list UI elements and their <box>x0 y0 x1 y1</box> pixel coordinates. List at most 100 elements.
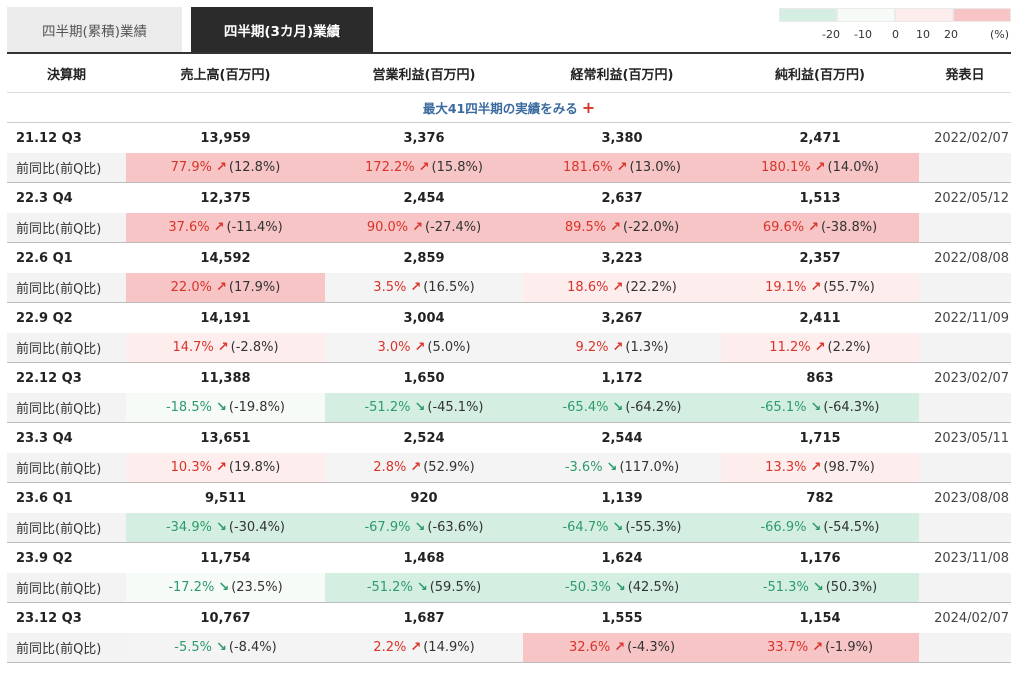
arrow-up-right-icon: ↗ <box>814 340 826 355</box>
legend-swatch <box>953 8 1011 22</box>
yoy-percent: 3.5% <box>373 280 407 295</box>
period-tabs: 四半期(累積)業績 四半期(3カ月)業績 <box>7 7 373 53</box>
arrow-up-right-icon: ↗ <box>616 160 628 175</box>
yoy-percent: -51.2% <box>364 400 411 415</box>
arrow-up-right-icon: ↗ <box>215 280 227 295</box>
change-row: 前同比(前Q比) 37.6% ↗ (-11.4%) 90.0% ↗ (-27.4%) 89.5… <box>7 213 1011 243</box>
table-row: 22.3 Q4 12,375 2,454 2,637 1,513 2022/05/12 <box>7 183 1011 213</box>
table-body: 21.12 Q3 13,959 3,376 3,380 2,471 2022/02/07 前… <box>7 123 1011 663</box>
change-cell: 89.5% ↗ (-22.0%) <box>523 213 721 242</box>
change-cell: -51.2% ↘ (-45.1%) <box>325 393 523 422</box>
arrow-down-right-icon: ↘ <box>606 460 618 475</box>
yoy-percent: 180.1% <box>761 160 811 175</box>
value-cell: 2,411 <box>799 310 841 326</box>
value-cell: 2,859 <box>403 250 445 266</box>
qoq-percent: (-30.4%) <box>228 520 286 535</box>
period-cell: 21.12 Q3 <box>16 130 82 146</box>
value-cell: 1,172 <box>601 370 643 386</box>
empty-cell <box>919 633 1011 662</box>
qoq-percent: (-19.8%) <box>228 400 286 415</box>
change-cell: 3.0% ↗ (5.0%) <box>325 333 523 362</box>
table-row: 23.9 Q2 11,754 1,468 1,624 1,176 2023/11/08 <box>7 543 1011 573</box>
header-period: 決算期 <box>46 67 86 83</box>
show-more-label: 最大41四半期の実績をみる <box>422 101 578 116</box>
value-cell: 2,357 <box>799 250 841 266</box>
yoy-percent: 69.6% <box>762 220 805 235</box>
change-row: 前同比(前Q比) -34.9% ↘ (-30.4%) -67.9% ↘ (-63.6%) -6… <box>7 513 1011 543</box>
legend-swatch <box>779 8 837 22</box>
change-label: 前同比(前Q比) <box>7 513 126 542</box>
value-cell: 13,651 <box>200 430 251 446</box>
change-cell: -5.5% ↘ (-8.4%) <box>126 633 325 662</box>
value-cell: 3,004 <box>403 310 445 326</box>
legend-tick: -20 <box>822 28 840 41</box>
arrow-up-right-icon: ↗ <box>614 640 626 655</box>
value-cell: 1,513 <box>799 190 841 206</box>
empty-cell <box>919 213 1011 242</box>
empty-cell <box>919 273 1011 302</box>
value-cell: 1,139 <box>601 490 643 506</box>
arrow-up-right-icon: ↗ <box>810 280 822 295</box>
value-cell: 2,524 <box>403 430 445 446</box>
period-cell: 22.12 Q3 <box>16 370 82 386</box>
yoy-percent: 9.2% <box>575 340 609 355</box>
qoq-percent: (1.3%) <box>625 340 669 355</box>
arrow-down-right-icon: ↘ <box>416 580 428 595</box>
change-row: 前同比(前Q比) 14.7% ↗ (-2.8%) 3.0% ↗ (5.0%) 9.2% ↗ (1.… <box>7 333 1011 363</box>
value-cell: 1,154 <box>799 610 841 626</box>
change-label: 前同比(前Q比) <box>7 273 126 302</box>
qoq-percent: (-4.3%) <box>627 640 676 655</box>
change-label: 前同比(前Q比) <box>7 213 126 242</box>
empty-cell <box>919 153 1011 182</box>
qoq-percent: (15.8%) <box>431 160 483 175</box>
value-cell: 9,511 <box>204 490 247 506</box>
change-cell: 69.6% ↗ (-38.8%) <box>721 213 919 242</box>
date-cell: 2022/08/08 <box>934 250 1009 266</box>
legend-tick: -10 <box>854 28 872 41</box>
arrow-up-right-icon: ↗ <box>612 340 624 355</box>
change-cell: -64.7% ↘ (-55.3%) <box>523 513 721 542</box>
arrow-up-right-icon: ↗ <box>814 160 826 175</box>
arrow-down-right-icon: ↘ <box>612 400 624 415</box>
qoq-percent: (52.9%) <box>423 460 475 475</box>
change-cell: 9.2% ↗ (1.3%) <box>523 333 721 362</box>
show-more-quarters-link[interactable]: 最大41四半期の実績をみる + <box>7 93 1011 123</box>
arrow-up-right-icon: ↗ <box>215 160 227 175</box>
yoy-percent: -64.7% <box>562 520 609 535</box>
legend-color-bar <box>779 8 1011 22</box>
change-cell: 2.2% ↗ (14.9%) <box>325 633 523 662</box>
period-cell: 23.12 Q3 <box>16 610 82 626</box>
value-cell: 3,223 <box>601 250 643 266</box>
qoq-percent: (-63.6%) <box>427 520 484 535</box>
qoq-percent: (-27.4%) <box>425 220 482 235</box>
qoq-percent: (23.5%) <box>231 580 283 595</box>
yoy-percent: -34.9% <box>165 520 212 535</box>
period-cell: 23.6 Q1 <box>16 490 73 506</box>
tab-cumulative-quarterly[interactable]: 四半期(累積)業績 <box>7 7 182 52</box>
yoy-percent: 14.7% <box>172 340 214 355</box>
yoy-percent: -66.9% <box>760 520 807 535</box>
empty-cell <box>919 333 1011 362</box>
period-cell: 22.6 Q1 <box>16 250 73 266</box>
qoq-percent: (55.7%) <box>823 280 875 295</box>
change-cell: 14.7% ↗ (-2.8%) <box>126 333 325 362</box>
arrow-up-right-icon: ↗ <box>610 220 622 235</box>
table-row: 23.3 Q4 13,651 2,524 2,544 1,715 2023/05/11 <box>7 423 1011 453</box>
yoy-percent: -67.9% <box>364 520 411 535</box>
header-sales: 売上高(百万円) <box>180 67 271 83</box>
value-cell: 1,555 <box>601 610 643 626</box>
header-announce-date: 発表日 <box>945 67 985 83</box>
value-cell: 2,454 <box>403 190 445 206</box>
change-row: 前同比(前Q比) 10.3% ↗ (19.8%) 2.8% ↗ (52.9%) -3.6% ↘(… <box>7 453 1011 483</box>
value-cell: 13,959 <box>200 130 251 146</box>
value-cell: 11,754 <box>200 550 251 566</box>
value-cell: 3,380 <box>601 130 643 146</box>
value-cell: 2,471 <box>799 130 841 146</box>
value-cell: 2,637 <box>601 190 643 206</box>
change-cell: 2.8% ↗ (52.9%) <box>325 453 523 482</box>
table-row: 22.12 Q3 11,388 1,650 1,172 863 2023/02/07 <box>7 363 1011 393</box>
qoq-percent: (22.2%) <box>625 280 677 295</box>
tab-three-month-quarterly[interactable]: 四半期(3カ月)業績 <box>191 7 373 52</box>
qoq-percent: (14.0%) <box>827 160 879 175</box>
arrow-down-right-icon: ↘ <box>414 400 426 415</box>
